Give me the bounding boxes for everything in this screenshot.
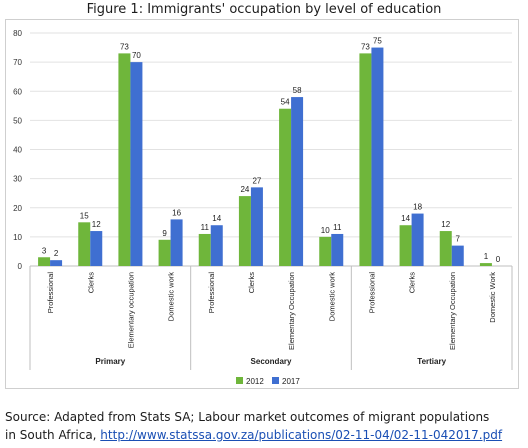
category-label: Clerks <box>408 272 417 294</box>
category-label: Professional <box>46 272 55 314</box>
data-label: 0 <box>496 255 501 264</box>
y-tick-label: 60 <box>13 87 22 96</box>
bar-2017 <box>331 233 344 266</box>
data-label: 73 <box>120 42 129 51</box>
data-label: 18 <box>413 203 422 212</box>
data-label: 24 <box>240 185 249 194</box>
bar-2017 <box>250 187 263 266</box>
group-label: Primary <box>95 357 125 366</box>
bar-2012 <box>198 233 211 266</box>
y-tick-label: 80 <box>13 29 22 38</box>
data-label: 70 <box>132 51 141 60</box>
bar-2017 <box>170 219 183 266</box>
source-note: Source: Adapted from Stats SA; Labour ma… <box>5 408 525 444</box>
bar-2012 <box>38 257 51 266</box>
data-label: 3 <box>42 246 47 255</box>
category-label: Domestic Work <box>488 272 497 323</box>
category-label: Elementary occupation <box>126 272 135 348</box>
bar-2017 <box>90 231 103 266</box>
y-tick-label: 10 <box>13 233 22 242</box>
category-label: Professional <box>207 272 216 314</box>
data-label: 7 <box>456 235 461 244</box>
source-line-1: Source: Adapted from Stats SA; Labour ma… <box>5 410 490 424</box>
legend-label: 2012 <box>246 377 264 386</box>
category-label: Elementary Occupation <box>287 272 296 350</box>
data-label: 27 <box>252 176 261 185</box>
category-label: Elementary Occupation <box>448 272 457 350</box>
legend-swatch-2012 <box>236 377 243 384</box>
y-tick-label: 40 <box>13 146 22 155</box>
category-label: Clerks <box>247 272 256 294</box>
source-link[interactable]: http://www.statssa.gov.za/publications/0… <box>100 428 503 442</box>
data-label: 75 <box>373 37 382 46</box>
legend-swatch-2017 <box>272 377 279 384</box>
category-label: Clerks <box>86 272 95 294</box>
group-label: Secondary <box>251 357 292 366</box>
bar-2017 <box>130 62 143 266</box>
figure-title: Figure 1: Immigrants' occupation by leve… <box>86 2 442 17</box>
data-label: 10 <box>321 226 330 235</box>
data-label: 1 <box>484 252 489 261</box>
data-label: 16 <box>172 208 181 217</box>
data-label: 14 <box>212 214 221 223</box>
bar-2012 <box>439 231 452 266</box>
bar-2017 <box>291 97 304 266</box>
bar-2012 <box>359 53 372 267</box>
bar-2012 <box>238 196 251 266</box>
bar-2017 <box>50 260 63 266</box>
data-label: 12 <box>441 220 450 229</box>
data-label: 14 <box>401 214 410 223</box>
y-tick-label: 30 <box>13 175 22 184</box>
bar-2012 <box>279 108 292 266</box>
category-label: Professional <box>367 272 376 314</box>
bar-2017 <box>210 225 223 266</box>
bar-2012 <box>319 236 332 266</box>
y-tick-label: 20 <box>13 204 22 213</box>
data-label: 12 <box>92 220 101 229</box>
data-label: 11 <box>201 223 210 232</box>
group-label: Tertiary <box>417 357 446 366</box>
bar-2012 <box>118 53 131 267</box>
data-label: 2 <box>54 249 59 258</box>
data-label: 58 <box>293 86 302 95</box>
bar-2012 <box>479 263 492 266</box>
data-label: 15 <box>80 211 89 220</box>
data-label: 9 <box>162 229 167 238</box>
bar-2017 <box>371 47 384 266</box>
category-label: Domestic work <box>327 272 336 321</box>
data-label: 73 <box>361 42 370 51</box>
bar-2012 <box>399 225 412 266</box>
bar-2017 <box>451 245 464 266</box>
bar-2017 <box>411 213 424 266</box>
source-line-2-prefix: in South Africa, <box>5 428 101 442</box>
data-label: 54 <box>281 98 290 107</box>
bar-2012 <box>78 222 91 266</box>
y-tick-label: 0 <box>18 262 23 271</box>
data-label: 11 <box>333 223 342 232</box>
y-tick-label: 50 <box>13 116 22 125</box>
category-label: Domestic work <box>167 272 176 321</box>
y-tick-label: 70 <box>13 58 22 67</box>
legend-label: 2017 <box>282 377 300 386</box>
bar-2012 <box>158 239 171 266</box>
